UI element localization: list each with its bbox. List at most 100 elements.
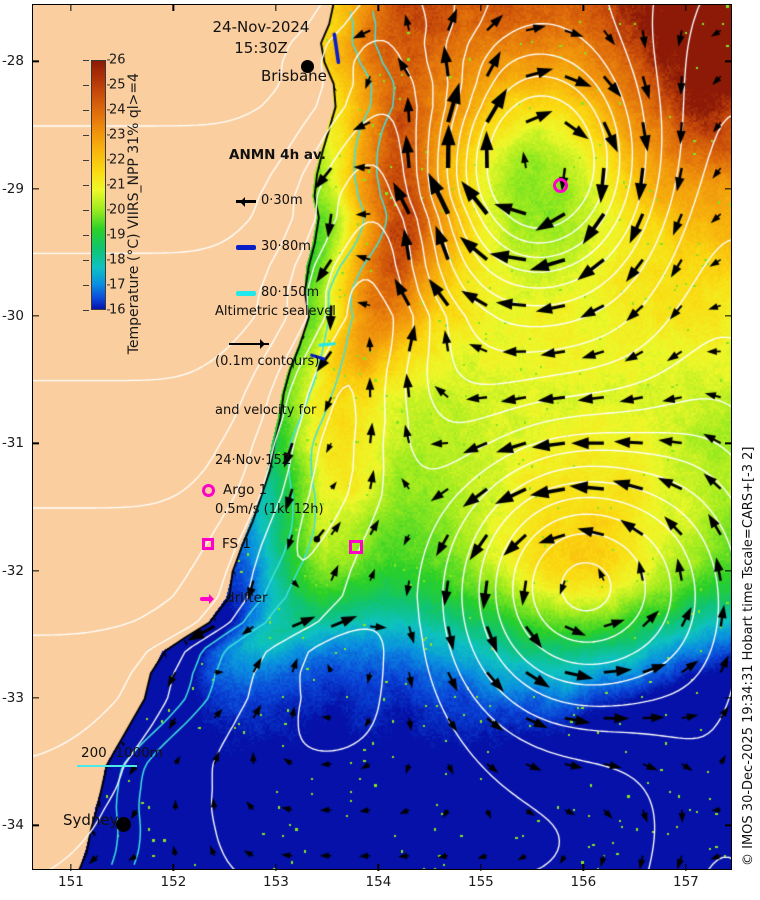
anmn-legend-item: 0·30m xyxy=(236,193,326,209)
x-axis-tick-label: 152 xyxy=(160,874,187,890)
altimetry-note-line: 0.5m/s (1kt 12h) xyxy=(215,502,324,517)
sst-heatmap-canvas[interactable] xyxy=(33,5,731,869)
colorbar-tick-stub xyxy=(83,185,89,187)
colorbar-tick-mark xyxy=(107,109,110,111)
x-axis-tick-label: 155 xyxy=(468,874,494,890)
y-axis-tick-mark xyxy=(725,315,732,317)
marker-legend-label: Argo 1 xyxy=(223,482,268,498)
y-axis-tick-mark xyxy=(32,824,39,827)
y-axis-tick-label: -34 xyxy=(1,817,24,834)
colorbar-tick-stub xyxy=(83,285,89,287)
y-axis-tick-mark xyxy=(32,315,39,317)
anmn-bar-icon-80-150m xyxy=(236,290,256,296)
x-axis-tick-label: 153 xyxy=(263,874,289,890)
y-axis-tick-mark xyxy=(32,188,39,190)
x-axis-tick-mark xyxy=(275,4,277,11)
marker-legend: Argo 1 FS 1 drifter xyxy=(199,447,268,641)
anmn-legend-item: 80·150m xyxy=(236,285,326,301)
colorbar-tick-label: 16 xyxy=(109,302,126,318)
altimetry-note-line: (0.1m contours) xyxy=(215,353,320,369)
argo-float-marker[interactable] xyxy=(553,178,568,193)
colorbar-tick-label: 20 xyxy=(109,202,126,218)
date-time-stamp: 24-Nov-2024 15:30Z xyxy=(201,17,321,59)
colorbar-tick-label: 19 xyxy=(109,227,126,243)
altimetry-note-line: Altimetric sealevel xyxy=(215,304,336,319)
y-axis-tick-mark xyxy=(725,188,732,190)
x-axis-tick-mark xyxy=(377,864,380,871)
y-axis-tick-mark xyxy=(32,442,39,445)
x-axis-tick-label: 151 xyxy=(58,874,84,890)
y-axis-tick-mark xyxy=(32,697,39,699)
x-axis-tick-label: 154 xyxy=(365,874,392,890)
y-axis-tick-mark xyxy=(32,60,39,62)
colorbar-tick-label: 18 xyxy=(109,252,126,268)
colorbar-tick-mark xyxy=(107,134,110,136)
colorbar-tick-mark xyxy=(107,209,110,211)
time-label: 15:30Z xyxy=(234,39,288,57)
colorbar-tick-mark xyxy=(107,309,110,311)
sydney-city-dot xyxy=(116,817,131,832)
altimetry-note: Altimetric sealevel (0.1m contours) and … xyxy=(215,271,336,552)
colorbar-tick-mark xyxy=(107,284,110,286)
argo-circle-icon xyxy=(202,483,215,497)
marker-legend-label: drifter xyxy=(226,590,268,606)
x-axis-tick-mark xyxy=(480,4,482,11)
anmn-legend-item: 30·80m xyxy=(236,239,326,255)
altimetry-note-line: 24·Nov·15Z xyxy=(215,452,291,468)
temperature-colorbar[interactable] xyxy=(91,60,106,310)
colorbar-tick-label: 21 xyxy=(109,177,126,193)
colorbar-tick-label: 17 xyxy=(109,277,126,293)
anmn-legend-label: 30·80m xyxy=(261,239,311,254)
velocity-scale-arrow-icon xyxy=(229,339,269,349)
colorbar-tick-stub xyxy=(83,110,89,112)
y-axis-tick-mark xyxy=(725,570,732,572)
colorbar-tick-mark xyxy=(107,184,110,186)
y-axis-tick-label: -29 xyxy=(1,180,24,197)
y-axis-tick-label: -28 xyxy=(1,53,24,70)
colorbar-tick-mark xyxy=(107,234,110,236)
colorbar-tick-label: 26 xyxy=(109,52,126,68)
colorbar-tick-stub xyxy=(83,310,89,312)
x-axis-tick-mark xyxy=(172,4,175,11)
fs-station-marker[interactable] xyxy=(349,540,363,554)
fs-square-icon xyxy=(202,538,214,550)
marker-legend-item: Argo 1 xyxy=(199,479,268,501)
colorbar-tick-stub xyxy=(83,160,89,162)
x-axis-tick-mark xyxy=(275,864,277,871)
colorbar-tick-stub xyxy=(83,60,89,62)
colorbar-tick-mark xyxy=(107,59,110,61)
x-axis-tick-mark xyxy=(582,864,585,871)
y-axis-tick-mark xyxy=(32,570,39,572)
drifter-icon xyxy=(200,593,218,604)
colorbar-title: Temperature (°C) VIIRS_NPP 31% ql>=4 xyxy=(126,73,142,355)
map-plot-area[interactable]: 24-Nov-2024 15:30Z Brisbane Sydney Temper… xyxy=(32,4,732,870)
anmn-legend-label: 80·150m xyxy=(261,285,320,300)
x-axis-tick-label: 156 xyxy=(570,874,597,890)
x-axis-tick-label: 157 xyxy=(672,874,699,890)
anmn-arrow-icon xyxy=(236,196,256,207)
marker-legend-item: FS 1 xyxy=(199,533,268,555)
anmn-legend-label: 0·30m xyxy=(261,193,303,208)
y-axis-tick-mark xyxy=(725,442,732,445)
anmn-legend: ANMN 4h av. 0·30m 30·80m 80·150m xyxy=(229,119,326,330)
credit-text: © IMOS 30-Dec-2025 19:34:31 Hobart time … xyxy=(741,446,756,866)
x-axis-tick-mark xyxy=(582,4,585,11)
colorbar-tick-label: 23 xyxy=(109,127,126,143)
colorbar-tick-stub xyxy=(83,235,89,237)
x-axis-tick-mark xyxy=(70,4,72,11)
x-axis-tick-mark xyxy=(685,4,687,11)
colorbar-tick-stub xyxy=(83,210,89,212)
colorbar-tick-mark xyxy=(107,159,110,161)
brisbane-city-label: Brisbane xyxy=(261,67,327,85)
y-axis-tick-mark xyxy=(725,824,732,827)
sydney-city-label: Sydney xyxy=(63,811,119,829)
colorbar-tick-label: 25 xyxy=(109,77,126,93)
colorbar-tick-label: 22 xyxy=(109,152,126,168)
marker-legend-label: FS 1 xyxy=(222,536,251,552)
colorbar-tick-stub xyxy=(83,260,89,262)
colorbar-tick-stub xyxy=(83,85,89,87)
anmn-bar-icon-30-80m xyxy=(236,244,256,250)
y-axis-tick-label: -33 xyxy=(1,690,24,707)
x-axis-tick-mark xyxy=(70,864,72,871)
colorbar-tick-stub xyxy=(83,135,89,137)
